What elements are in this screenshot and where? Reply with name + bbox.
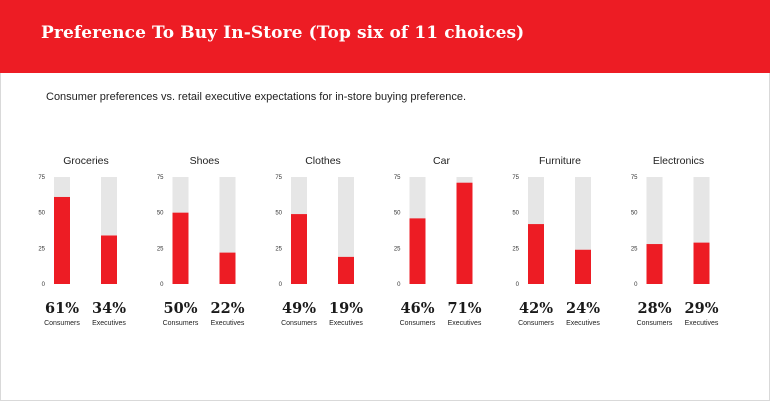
- value-label-consumers: 50%: [164, 300, 198, 317]
- y-tick-label: 0: [42, 282, 46, 288]
- group-label-consumers: Consumers: [637, 320, 673, 327]
- y-tick-label: 25: [157, 246, 164, 252]
- value-label-consumers: 46%: [401, 300, 435, 317]
- y-tick-label: 50: [157, 211, 164, 217]
- value-label-executives: 19%: [329, 300, 363, 317]
- bar-consumers-electronics: [646, 244, 663, 284]
- value-label-executives: 34%: [92, 300, 126, 317]
- y-tick-label: 50: [275, 211, 282, 217]
- group-label-consumers: Consumers: [44, 320, 80, 327]
- bar-consumers-shoes: [172, 212, 189, 284]
- bar-consumers-car: [409, 218, 426, 284]
- bar-executives-car: [456, 182, 473, 284]
- y-tick-label: 75: [631, 175, 638, 181]
- bar-executives-clothes: [338, 256, 354, 284]
- value-label-executives: 24%: [566, 300, 600, 317]
- category-label-car: Car: [433, 155, 450, 167]
- group-label-consumers: Consumers: [518, 320, 554, 327]
- bar-executives-furniture: [575, 249, 591, 284]
- category-label-clothes: Clothes: [305, 155, 341, 167]
- value-label-consumers: 28%: [638, 300, 672, 317]
- category-label-electronics: Electronics: [653, 155, 704, 167]
- y-tick-label: 25: [512, 246, 519, 252]
- y-tick-label: 50: [512, 211, 519, 217]
- category-label-groceries: Groceries: [63, 155, 109, 167]
- y-tick-label: 0: [279, 282, 283, 288]
- group-label-executives: Executives: [92, 320, 126, 327]
- group-label-consumers: Consumers: [163, 320, 199, 327]
- value-label-executives: 22%: [211, 300, 245, 317]
- value-label-consumers: 42%: [519, 300, 553, 317]
- y-tick-label: 50: [394, 211, 401, 217]
- y-tick-label: 50: [38, 211, 45, 217]
- y-tick-label: 0: [516, 282, 520, 288]
- y-tick-label: 0: [397, 282, 401, 288]
- group-label-executives: Executives: [566, 320, 600, 327]
- group-label-consumers: Consumers: [400, 320, 436, 327]
- y-tick-label: 25: [631, 246, 638, 252]
- value-label-executives: 71%: [448, 300, 482, 317]
- bar-executives-electronics: [693, 242, 710, 284]
- chart-subtitle: Consumer preferences vs. retail executiv…: [46, 91, 467, 103]
- y-tick-label: 25: [394, 246, 401, 252]
- header-banner: Preference To Buy In-Store (Top six of 1…: [0, 0, 770, 73]
- bar-executives-shoes: [219, 252, 236, 284]
- category-label-shoes: Shoes: [190, 155, 220, 167]
- y-tick-label: 50: [631, 211, 638, 217]
- bar-executives-groceries: [101, 235, 117, 284]
- group-label-executives: Executives: [448, 320, 482, 327]
- y-tick-label: 75: [512, 175, 519, 181]
- group-label-executives: Executives: [329, 320, 363, 327]
- bar-consumers-groceries: [54, 196, 70, 284]
- y-tick-label: 75: [157, 175, 164, 181]
- bar-consumers-clothes: [291, 214, 307, 284]
- y-tick-label: 75: [394, 175, 401, 181]
- chart-title: Preference To Buy In-Store (Top six of 1…: [41, 23, 525, 43]
- y-tick-label: 75: [275, 175, 282, 181]
- y-tick-label: 0: [634, 282, 638, 288]
- value-label-consumers: 49%: [282, 300, 316, 317]
- category-label-furniture: Furniture: [539, 155, 581, 167]
- y-tick-label: 25: [275, 246, 282, 252]
- y-tick-label: 0: [160, 282, 164, 288]
- value-label-executives: 29%: [685, 300, 719, 317]
- group-label-consumers: Consumers: [281, 320, 317, 327]
- group-label-executives: Executives: [211, 320, 245, 327]
- y-tick-label: 75: [38, 175, 45, 181]
- bar-consumers-furniture: [528, 224, 544, 284]
- y-tick-label: 25: [38, 246, 45, 252]
- group-label-executives: Executives: [685, 320, 719, 327]
- value-label-consumers: 61%: [45, 300, 79, 317]
